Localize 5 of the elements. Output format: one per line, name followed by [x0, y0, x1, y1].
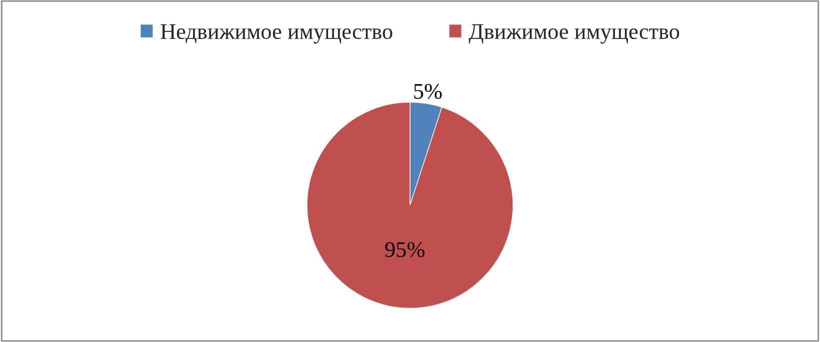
data-label: 95%	[385, 242, 424, 258]
pie-slice	[306, 102, 514, 309]
data-label: 5%	[414, 84, 442, 99]
legend-label: Недвижимое имущество	[160, 24, 392, 44]
legend-label: Движимое имущество	[468, 24, 680, 44]
